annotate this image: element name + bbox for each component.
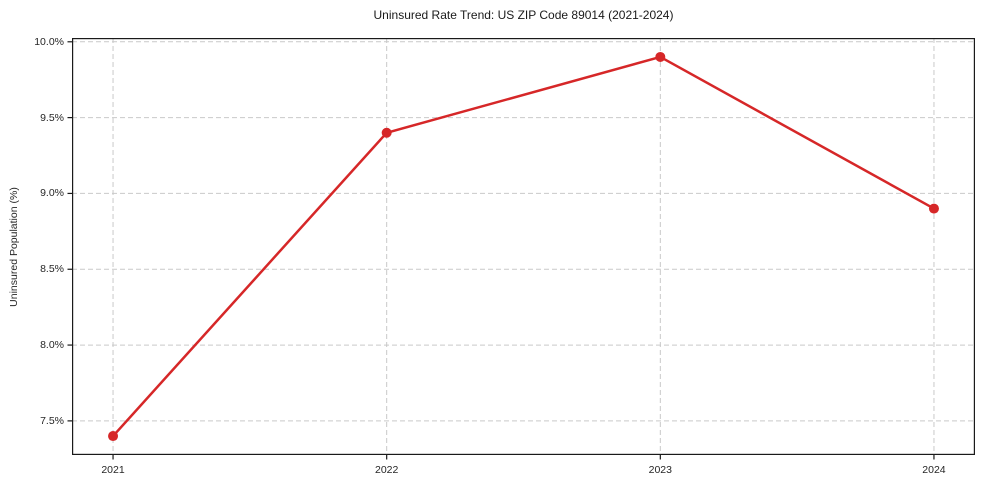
y-tick-label: 8.0%	[40, 339, 64, 352]
y-tick-label: 9.0%	[40, 187, 64, 200]
y-tick-label: 7.5%	[40, 414, 64, 427]
data-point-marker	[108, 431, 119, 442]
data-point-marker	[381, 127, 392, 138]
y-axis-label: Uninsured Population (%)	[8, 187, 20, 307]
x-tick-label: 2021	[101, 464, 125, 476]
data-point-marker	[928, 203, 939, 214]
y-tick-label: 10.0%	[34, 35, 64, 48]
x-tick-label: 2022	[374, 464, 399, 476]
data-point-marker	[655, 51, 666, 62]
x-tick-label: 2024	[922, 464, 946, 476]
y-tick-label: 9.5%	[40, 111, 64, 124]
chart-title: Uninsured Rate Trend: US ZIP Code 89014 …	[373, 8, 674, 22]
plot-border	[72, 38, 975, 455]
y-tick-label: 8.5%	[40, 263, 64, 276]
x-tick-label: 2023	[648, 464, 672, 476]
data-line	[111, 55, 936, 438]
line-plot-canvas	[67, 38, 975, 460]
